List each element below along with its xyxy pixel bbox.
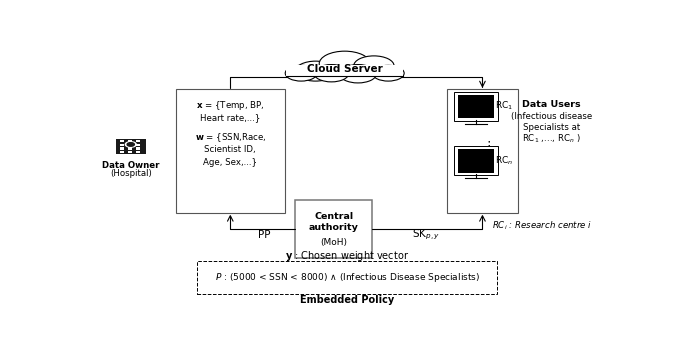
FancyBboxPatch shape [120, 147, 124, 150]
FancyBboxPatch shape [197, 262, 497, 294]
FancyBboxPatch shape [286, 64, 403, 76]
Circle shape [373, 65, 404, 81]
FancyBboxPatch shape [295, 200, 373, 257]
Text: Data Users: Data Users [522, 100, 580, 109]
FancyBboxPatch shape [458, 95, 494, 118]
Circle shape [339, 64, 377, 83]
Circle shape [285, 65, 317, 81]
Text: $P$ : (5000 < SSN < 8000) $\wedge$ (Infectious Disease Specialists): $P$ : (5000 < SSN < 8000) $\wedge$ (Infe… [214, 271, 480, 284]
Circle shape [295, 61, 336, 81]
FancyBboxPatch shape [127, 147, 132, 150]
FancyBboxPatch shape [120, 151, 124, 153]
Text: $\mathbf{y}$ : Chosen weight vector: $\mathbf{y}$ : Chosen weight vector [285, 249, 409, 263]
Circle shape [127, 143, 134, 146]
FancyBboxPatch shape [136, 151, 140, 153]
Text: Embedded Policy: Embedded Policy [300, 295, 394, 305]
Text: Specialists at: Specialists at [523, 123, 580, 132]
FancyBboxPatch shape [458, 149, 494, 173]
Text: Scientist ID,: Scientist ID, [205, 146, 256, 154]
Text: PP: PP [258, 230, 271, 240]
FancyBboxPatch shape [453, 92, 498, 121]
Text: $\mathbf{w}$ = {SSN,Race,: $\mathbf{w}$ = {SSN,Race, [195, 132, 266, 144]
Circle shape [314, 64, 349, 82]
Text: RC$_1$ ,..., RC$_n$ ): RC$_1$ ,..., RC$_n$ ) [522, 132, 581, 145]
FancyBboxPatch shape [127, 144, 132, 146]
Text: SK$_{p,y}$: SK$_{p,y}$ [412, 228, 440, 242]
FancyBboxPatch shape [127, 140, 132, 142]
Circle shape [125, 142, 136, 147]
Text: (Hospital): (Hospital) [110, 169, 151, 178]
FancyBboxPatch shape [453, 146, 498, 175]
Text: ⋮: ⋮ [483, 140, 495, 153]
FancyBboxPatch shape [136, 144, 140, 146]
FancyBboxPatch shape [116, 139, 146, 154]
FancyBboxPatch shape [176, 89, 285, 213]
FancyBboxPatch shape [447, 89, 519, 213]
Text: Central: Central [314, 212, 353, 221]
Circle shape [353, 56, 394, 76]
Circle shape [319, 51, 370, 76]
FancyBboxPatch shape [127, 151, 132, 153]
Text: authority: authority [309, 223, 359, 232]
FancyBboxPatch shape [136, 147, 140, 150]
Text: Data Owner: Data Owner [102, 161, 160, 170]
Text: Age, Sex,...}: Age, Sex,...} [203, 158, 258, 166]
FancyBboxPatch shape [120, 140, 124, 142]
Text: RC$_n$: RC$_n$ [495, 154, 514, 167]
Text: (Infectious disease: (Infectious disease [510, 112, 592, 121]
FancyBboxPatch shape [136, 140, 140, 142]
Text: (MoH): (MoH) [321, 238, 347, 247]
FancyBboxPatch shape [120, 144, 124, 146]
Text: $\mathbf{x}$ = {Temp, BP,: $\mathbf{x}$ = {Temp, BP, [196, 100, 264, 113]
Text: RC$_1$: RC$_1$ [495, 100, 514, 112]
Text: RC$_i$ : Research centre $i$: RC$_i$ : Research centre $i$ [492, 220, 593, 232]
Text: Heart rate,...}: Heart rate,...} [200, 114, 260, 122]
Text: Cloud Server: Cloud Server [307, 64, 382, 74]
